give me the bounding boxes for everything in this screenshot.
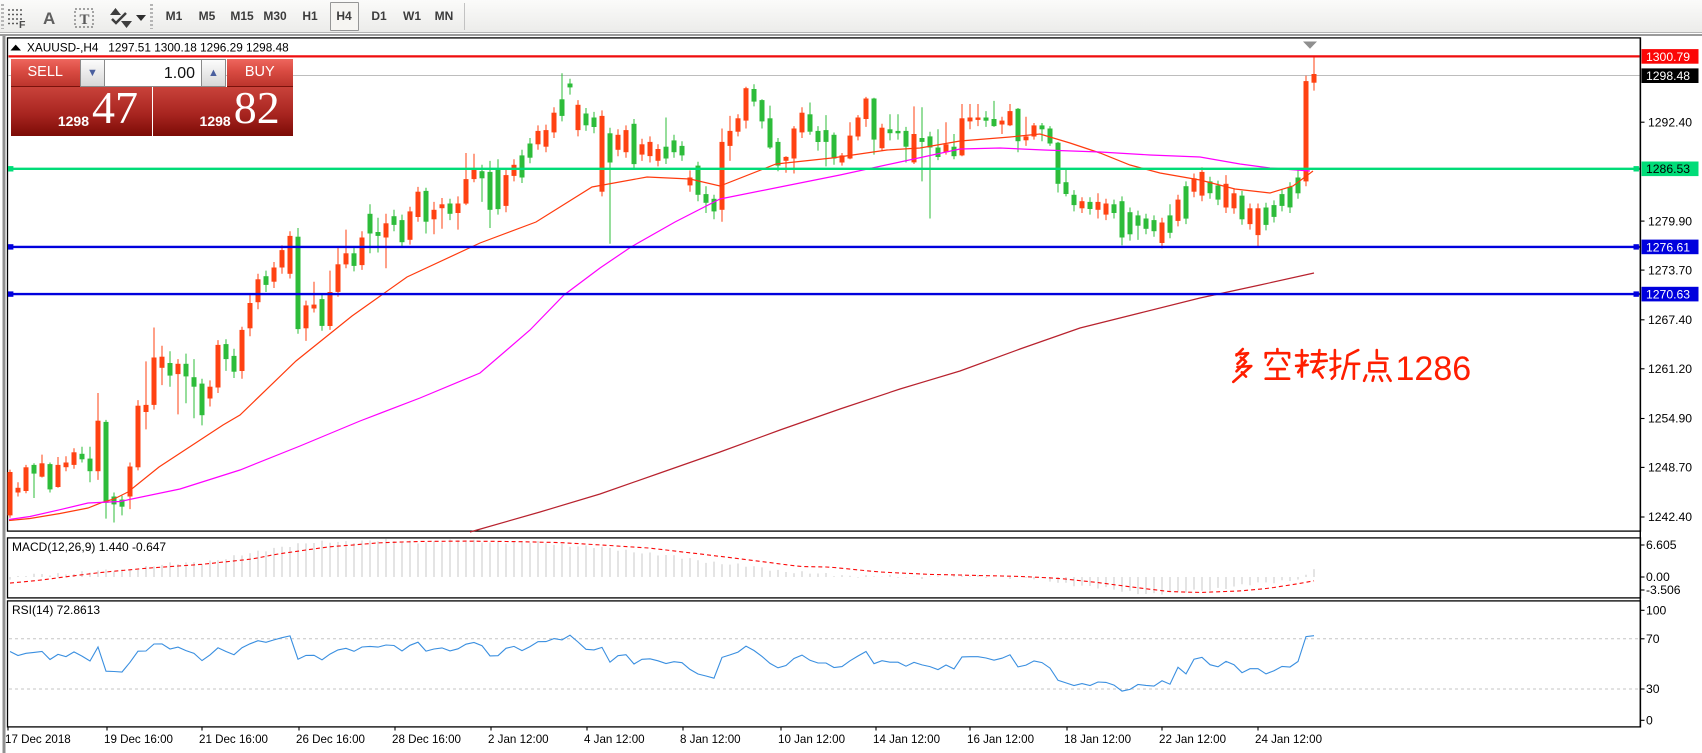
svg-text:1267.40: 1267.40 [1648, 313, 1692, 327]
svg-text:1276.61: 1276.61 [1646, 240, 1690, 254]
svg-text:T: T [80, 12, 90, 28]
svg-text:19 Dec 16:00: 19 Dec 16:00 [104, 733, 173, 746]
svg-text:18 Jan 12:00: 18 Jan 12:00 [1064, 733, 1131, 746]
svg-text:21 Dec 16:00: 21 Dec 16:00 [199, 733, 268, 746]
svg-text:1254.90: 1254.90 [1648, 412, 1692, 426]
svg-text:0.00: 0.00 [1646, 570, 1670, 584]
svg-text:16 Jan 12:00: 16 Jan 12:00 [967, 733, 1034, 746]
svg-text:30: 30 [1646, 682, 1660, 696]
svg-text:70: 70 [1646, 632, 1660, 646]
svg-text:1242.40: 1242.40 [1648, 510, 1692, 524]
svg-text:1261.20: 1261.20 [1648, 362, 1692, 376]
svg-text:26 Dec 16:00: 26 Dec 16:00 [296, 733, 365, 746]
svg-text:0: 0 [1646, 714, 1653, 728]
svg-text:4 Jan 12:00: 4 Jan 12:00 [584, 733, 645, 746]
svg-text:MACD(12,26,9) 1.440 -0.647: MACD(12,26,9) 1.440 -0.647 [12, 540, 166, 554]
svg-text:1279.90: 1279.90 [1648, 214, 1692, 228]
svg-text:22 Jan 12:00: 22 Jan 12:00 [1159, 733, 1226, 746]
svg-text:14 Jan 12:00: 14 Jan 12:00 [873, 733, 940, 746]
svg-text:1286.53: 1286.53 [1646, 162, 1690, 176]
svg-text:6.605: 6.605 [1646, 538, 1677, 552]
svg-text:A: A [43, 9, 55, 28]
svg-text:1300.79: 1300.79 [1646, 50, 1690, 64]
svg-text:2 Jan 12:00: 2 Jan 12:00 [488, 733, 549, 746]
svg-text:1248.70: 1248.70 [1648, 461, 1692, 475]
svg-text:17 Dec 2018: 17 Dec 2018 [5, 733, 71, 746]
svg-text:28 Dec 16:00: 28 Dec 16:00 [392, 733, 461, 746]
svg-text:1270.63: 1270.63 [1646, 288, 1690, 302]
svg-text:10 Jan 12:00: 10 Jan 12:00 [778, 733, 845, 746]
svg-text:24 Jan 12:00: 24 Jan 12:00 [1255, 733, 1322, 746]
svg-text:-3.506: -3.506 [1646, 583, 1681, 597]
svg-text:1273.70: 1273.70 [1648, 263, 1692, 277]
svg-text:1292.40: 1292.40 [1648, 115, 1692, 129]
svg-text:1286: 1286 [1396, 350, 1472, 388]
svg-text:100: 100 [1646, 604, 1667, 618]
svg-text:8 Jan 12:00: 8 Jan 12:00 [680, 733, 741, 746]
svg-text:F: F [19, 19, 26, 31]
svg-text:RSI(14) 72.8613: RSI(14) 72.8613 [12, 603, 100, 617]
svg-text:1298.48: 1298.48 [1646, 69, 1690, 83]
svg-text:XAUUSD-,H4 1297.51 1300.18 1: XAUUSD-,H4 1297.51 1300.18 1296.29 1298.… [27, 41, 289, 55]
